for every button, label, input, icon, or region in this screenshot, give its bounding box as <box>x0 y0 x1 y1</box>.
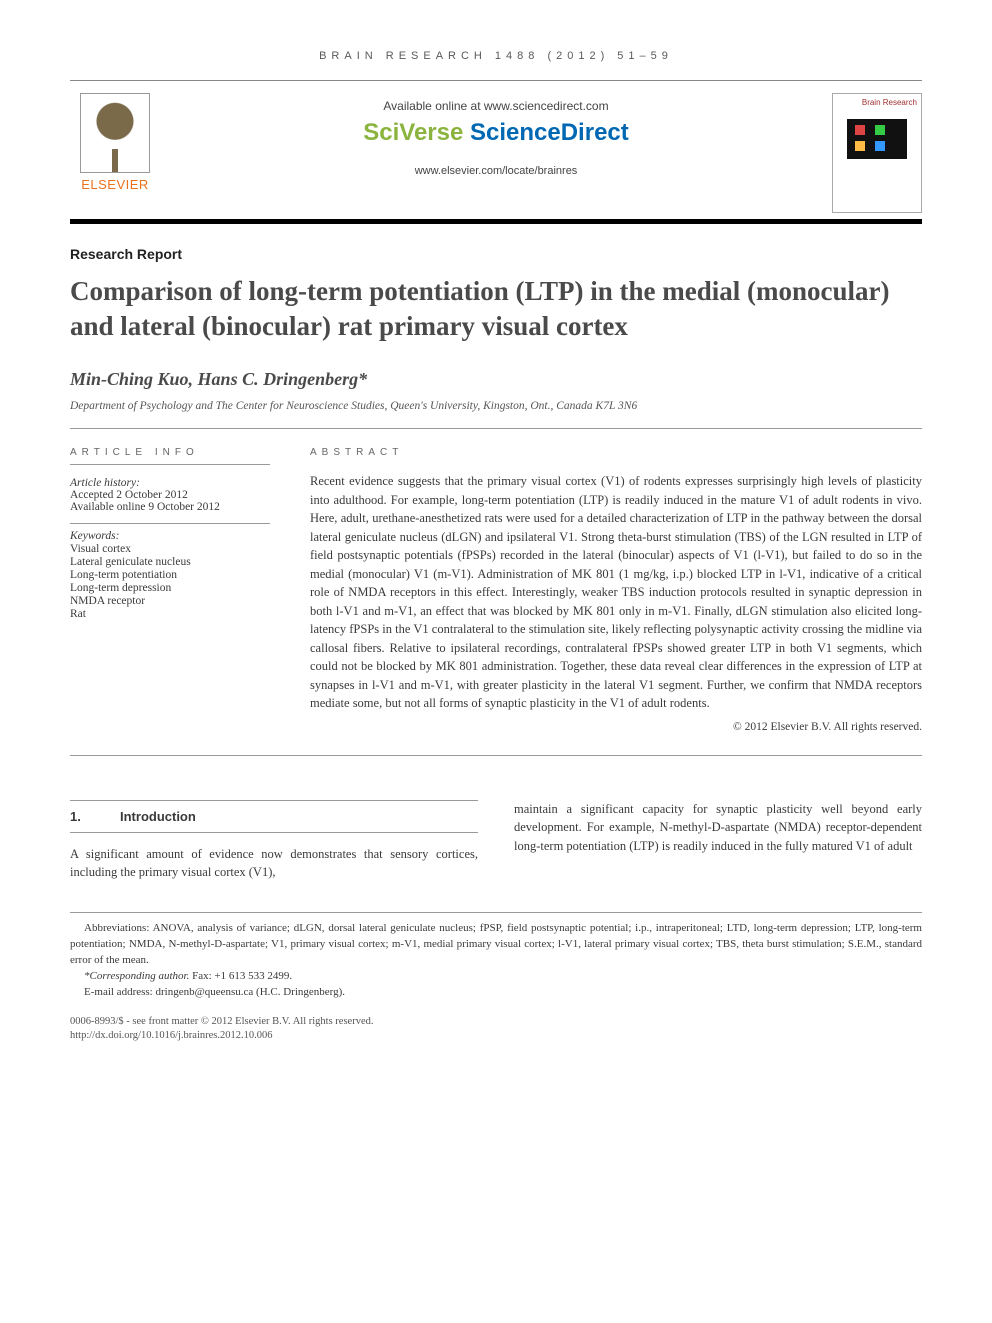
cover-image-icon <box>847 119 907 159</box>
corresponding-fax: Fax: +1 613 533 2499. <box>189 970 292 982</box>
article-info-heading: ARTICLE INFO <box>70 447 270 465</box>
abbreviations-footnote: Abbreviations: ANOVA, analysis of varian… <box>70 921 922 969</box>
journal-homepage-url: www.elsevier.com/locate/brainres <box>160 165 832 177</box>
email-footnote: E-mail address: dringenb@queensu.ca (H.C… <box>70 985 922 1001</box>
section-title: Introduction <box>120 809 196 824</box>
abstract-column: ABSTRACT Recent evidence suggests that t… <box>310 447 922 733</box>
footnotes-block: Abbreviations: ANOVA, analysis of varian… <box>70 912 922 1001</box>
intro-paragraph-col1: A significant amount of evidence now dem… <box>70 845 478 882</box>
article-type: Research Report <box>70 246 922 262</box>
corresponding-author-footnote: *Corresponding author. Fax: +1 613 533 2… <box>70 969 922 985</box>
keyword: Long-term potentiation <box>70 569 270 581</box>
sciverse-prefix: SciVerse <box>363 119 463 146</box>
keyword: Lateral geniculate nucleus <box>70 556 270 568</box>
abstract-heading: ABSTRACT <box>310 447 922 458</box>
keyword: Visual cortex <box>70 543 270 555</box>
keywords-list: Visual cortex Lateral geniculate nucleus… <box>70 543 270 620</box>
journal-header: ELSEVIER Available online at www.science… <box>70 80 922 224</box>
article-info-column: ARTICLE INFO Article history: Accepted 2… <box>70 447 270 733</box>
available-online-text: Available online at www.sciencedirect.co… <box>160 99 832 113</box>
elsevier-tree-icon <box>80 93 150 173</box>
keyword: NMDA receptor <box>70 595 270 607</box>
authors: Min-Ching Kuo, Hans C. Dringenberg* <box>70 369 922 390</box>
email-label: E-mail address: <box>84 986 155 998</box>
front-matter-line: 0006-8993/$ - see front matter © 2012 El… <box>70 1015 922 1030</box>
intro-paragraph-col2: maintain a significant capacity for syna… <box>514 800 922 856</box>
publisher-name: ELSEVIER <box>70 177 160 192</box>
keyword: Rat <box>70 608 270 620</box>
footer-meta: 0006-8993/$ - see front matter © 2012 El… <box>70 1015 922 1044</box>
publisher-logo: ELSEVIER <box>70 93 160 192</box>
section-number: 1. <box>70 807 120 826</box>
sciencedirect-logo: SciVerse ScienceDirect <box>160 119 832 147</box>
keywords-label: Keywords: <box>70 523 270 542</box>
abstract-copyright: © 2012 Elsevier B.V. All rights reserved… <box>310 721 922 733</box>
section-heading: 1.Introduction <box>70 800 478 833</box>
article-title: Comparison of long-term potentiation (LT… <box>70 274 922 343</box>
email-address: dringenb@queensu.ca <box>155 986 253 998</box>
accepted-date: Accepted 2 October 2012 <box>70 489 270 501</box>
history-label: Article history: <box>70 477 270 489</box>
running-head: BRAIN RESEARCH 1488 (2012) 51–59 <box>70 50 922 62</box>
body-two-column: 1.Introduction A significant amount of e… <box>70 800 922 882</box>
corresponding-label: *Corresponding author. <box>84 970 189 982</box>
abstract-text: Recent evidence suggests that the primar… <box>310 472 922 713</box>
sciencedirect-word: ScienceDirect <box>463 119 628 146</box>
journal-cover-thumbnail: Brain Research <box>832 93 922 213</box>
email-tail: (H.C. Dringenberg). <box>253 986 345 998</box>
journal-cover-title: Brain Research <box>862 98 917 107</box>
keyword: Long-term depression <box>70 582 270 594</box>
affiliation: Department of Psychology and The Center … <box>70 400 922 429</box>
doi-line: http://dx.doi.org/10.1016/j.brainres.201… <box>70 1029 922 1044</box>
online-date: Available online 9 October 2012 <box>70 501 270 513</box>
